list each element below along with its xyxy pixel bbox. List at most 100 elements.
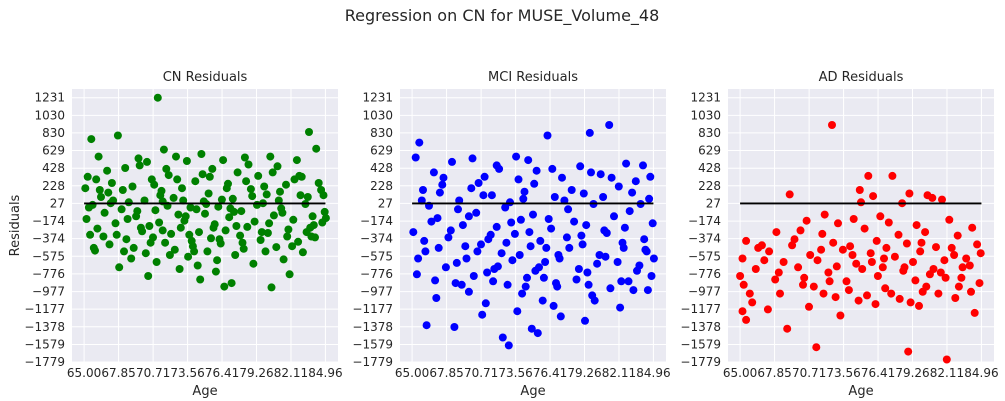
- y-tick-label: −1378: [352, 320, 393, 334]
- data-point: [582, 221, 591, 230]
- data-point: [954, 282, 963, 291]
- data-point: [167, 229, 176, 238]
- x-tick-label: 76.41: [861, 366, 895, 380]
- data-point: [95, 186, 104, 194]
- data-point: [84, 203, 93, 212]
- data-point: [529, 210, 537, 219]
- data-point: [518, 289, 527, 298]
- data-point: [439, 173, 448, 182]
- data-point: [421, 247, 430, 256]
- x-tick-label: 82.11: [274, 366, 308, 380]
- data-point: [205, 172, 214, 181]
- data-point: [432, 294, 441, 302]
- data-point: [479, 191, 488, 200]
- data-point: [236, 231, 245, 240]
- data-point: [444, 233, 453, 242]
- data-point: [738, 254, 747, 263]
- data-point: [970, 308, 979, 317]
- data-point: [417, 196, 426, 205]
- data-point: [516, 215, 525, 224]
- data-point: [539, 273, 548, 282]
- data-point: [599, 193, 608, 201]
- data-point: [894, 230, 903, 239]
- data-point: [872, 236, 881, 245]
- data-point: [812, 343, 821, 352]
- data-point: [820, 210, 829, 219]
- data-point: [871, 300, 880, 309]
- data-point: [115, 263, 124, 272]
- data-point: [968, 223, 977, 232]
- data-point: [649, 254, 658, 263]
- x-tick-label: 67.85: [101, 366, 135, 380]
- data-point: [117, 205, 126, 214]
- y-tick-label: 27: [50, 196, 65, 210]
- data-point: [412, 270, 421, 279]
- y-tick-label: 1231: [362, 91, 393, 105]
- data-point: [950, 251, 959, 259]
- x-tick-label: 67.85: [757, 366, 791, 380]
- data-point: [151, 206, 160, 215]
- data-point: [760, 256, 769, 265]
- y-tick-label: −174: [360, 214, 393, 228]
- data-point: [103, 166, 112, 175]
- data-point: [462, 254, 471, 263]
- data-point: [294, 237, 303, 246]
- x-tick-label: 82.11: [602, 366, 636, 380]
- data-point: [881, 284, 890, 293]
- data-point: [538, 296, 547, 305]
- data-point: [242, 177, 251, 186]
- data-point: [829, 238, 838, 247]
- data-point: [305, 128, 313, 136]
- data-point: [633, 266, 641, 275]
- data-point: [771, 275, 780, 284]
- data-point: [289, 215, 298, 224]
- data-point: [311, 233, 319, 242]
- data-point: [319, 191, 328, 200]
- y-tick-label: −776: [360, 267, 393, 281]
- data-point: [607, 173, 616, 182]
- data-point: [457, 280, 466, 289]
- data-point: [233, 168, 242, 177]
- y-tick-label: −977: [360, 285, 393, 299]
- data-point: [150, 180, 159, 189]
- data-point: [825, 277, 834, 286]
- data-point: [967, 287, 975, 296]
- data-point: [193, 261, 202, 270]
- data-point: [765, 247, 774, 256]
- data-point: [208, 164, 217, 173]
- data-point: [162, 164, 171, 173]
- data-point: [170, 245, 179, 254]
- data-point: [895, 294, 904, 303]
- y-tick-label: 428: [42, 161, 65, 175]
- data-point: [321, 214, 330, 223]
- data-point: [625, 207, 634, 216]
- data-point: [285, 270, 294, 279]
- data-point: [86, 230, 95, 239]
- data-point: [512, 152, 521, 161]
- data-point: [467, 184, 476, 193]
- data-point: [220, 282, 229, 291]
- data-point: [179, 196, 188, 205]
- data-point: [279, 255, 288, 264]
- y-tick-label: −1779: [680, 355, 721, 369]
- y-tick-label: 1030: [690, 108, 721, 122]
- data-point: [610, 212, 618, 221]
- data-point: [938, 195, 946, 204]
- data-point: [640, 235, 649, 244]
- data-point: [526, 242, 535, 251]
- data-point: [565, 243, 574, 252]
- data-point: [620, 223, 629, 232]
- data-point: [121, 164, 130, 172]
- data-point: [111, 219, 120, 228]
- data-point: [818, 229, 827, 238]
- x-tick-label: 79.26: [895, 366, 929, 380]
- data-point: [492, 222, 501, 231]
- data-point: [228, 194, 237, 203]
- data-point: [81, 184, 90, 193]
- y-tick-label: 830: [370, 126, 393, 140]
- data-point: [448, 157, 456, 166]
- data-point: [916, 247, 925, 256]
- data-point: [143, 157, 151, 166]
- data-point: [165, 251, 174, 259]
- data-point: [934, 289, 943, 298]
